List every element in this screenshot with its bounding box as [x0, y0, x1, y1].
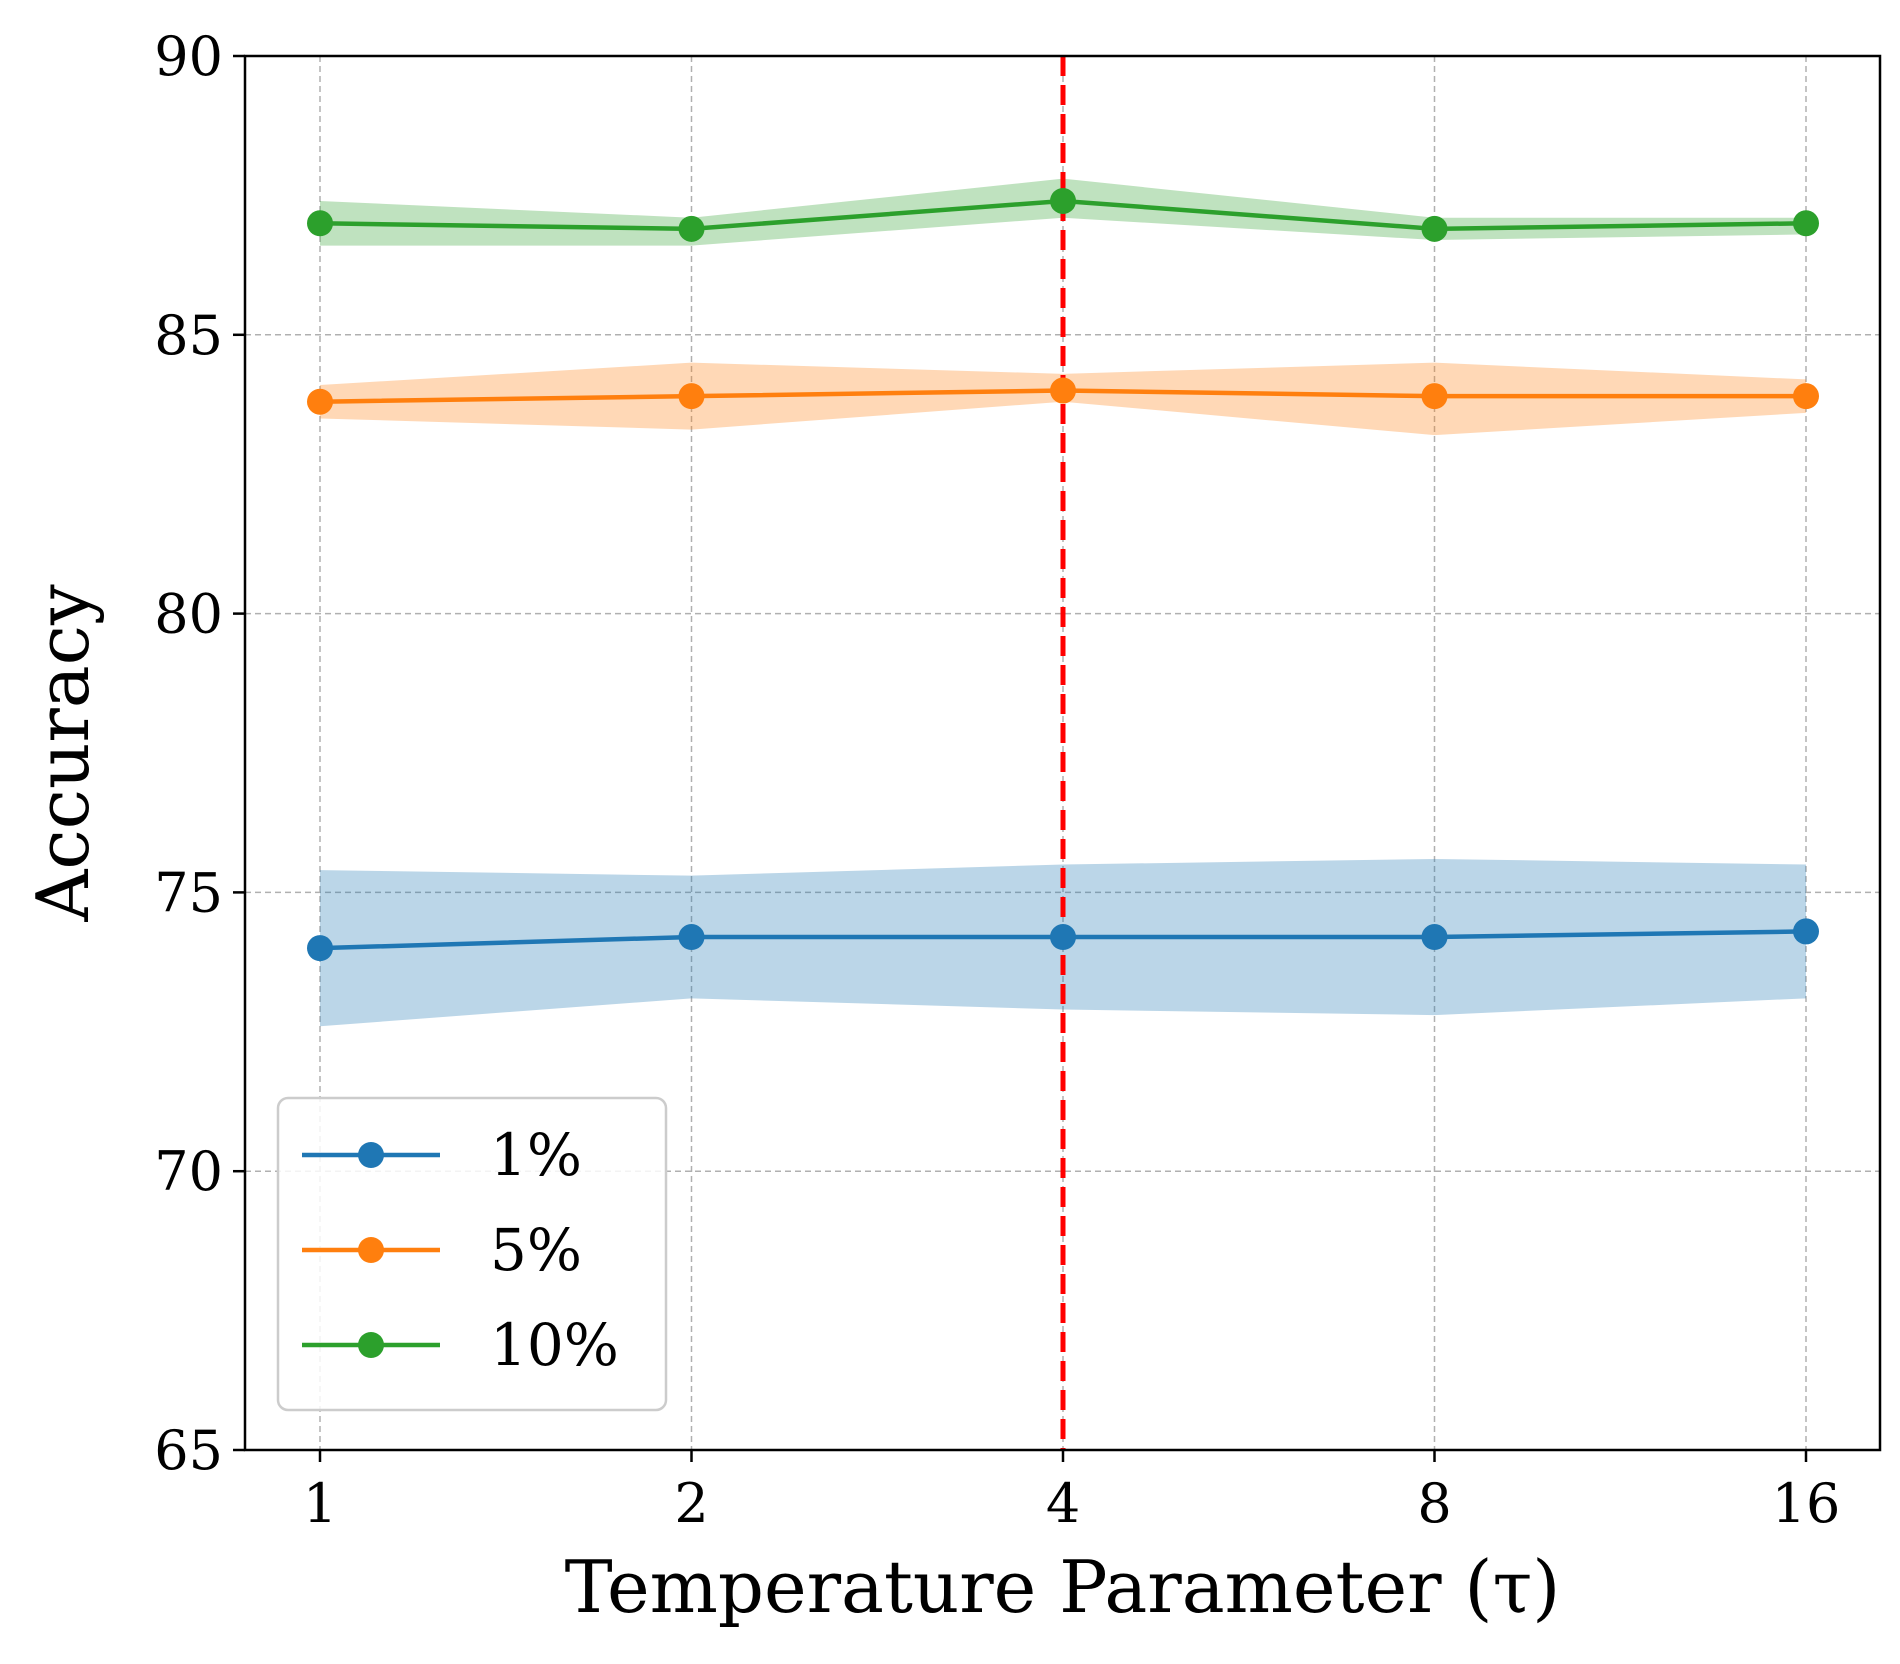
grid — [245, 56, 1880, 1450]
axis-ticks: 1 2 4 8 16 65 70 75 80 85 90 — [154, 25, 1840, 1535]
x-tick-label: 8 — [1417, 1472, 1451, 1535]
y-tick-label: 85 — [154, 304, 223, 367]
series-lines — [307, 187, 1819, 962]
y-tick-label: 70 — [154, 1140, 223, 1203]
legend-marker — [358, 1332, 384, 1358]
data-point — [1421, 383, 1448, 410]
data-point — [1421, 215, 1448, 242]
legend-label: 10% — [490, 1311, 619, 1379]
x-axis-label: Temperature Parameter (τ) — [565, 1545, 1561, 1629]
x-tick-label: 2 — [674, 1472, 708, 1535]
legend-box — [276, 1096, 668, 1412]
data-point — [307, 210, 333, 237]
y-tick-label: 65 — [154, 1419, 223, 1482]
legend-marker — [358, 1142, 384, 1168]
data-point — [307, 935, 333, 962]
legend-marker — [358, 1237, 384, 1263]
data-point — [678, 215, 705, 242]
data-point — [1050, 924, 1076, 951]
legend-label: 1% — [490, 1121, 582, 1189]
y-axis-label: Accuracy — [21, 584, 105, 923]
data-point — [1793, 210, 1819, 237]
legend: 1% 5% 10% — [276, 1096, 668, 1412]
x-tick-label: 1 — [303, 1472, 337, 1535]
legend-label: 5% — [490, 1216, 582, 1284]
data-point — [1050, 187, 1076, 214]
data-point — [1050, 377, 1076, 404]
data-point — [307, 388, 333, 415]
data-point — [678, 924, 705, 951]
data-point — [1421, 924, 1448, 951]
data-point — [678, 383, 705, 410]
x-tick-label: 16 — [1772, 1472, 1841, 1535]
y-tick-label: 75 — [154, 861, 223, 924]
x-tick-label: 4 — [1046, 1472, 1080, 1535]
data-point — [1793, 383, 1819, 410]
data-point — [1793, 918, 1819, 945]
y-tick-label: 90 — [154, 25, 223, 88]
y-tick-label: 80 — [154, 583, 223, 646]
